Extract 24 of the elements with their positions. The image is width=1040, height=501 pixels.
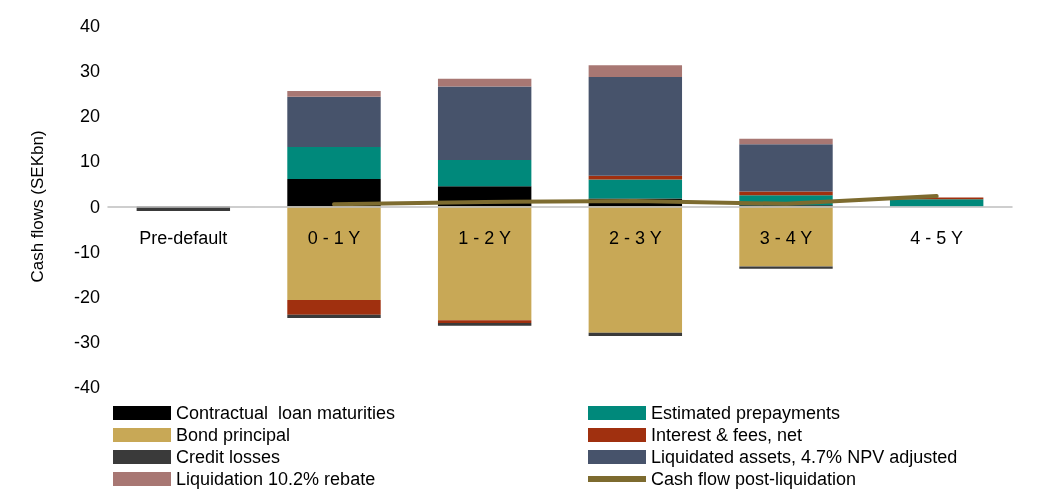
y-tick-label: 0 — [89, 196, 100, 217]
x-tick-label: 4 - 5 Y — [910, 227, 964, 248]
x-tick-label: 3 - 4 Y — [759, 227, 813, 248]
legend-label: Bond principal — [176, 425, 291, 445]
y-tick-label: -30 — [73, 331, 100, 352]
x-tick-label: 1 - 2 Y — [458, 227, 512, 248]
y-tick-label: 10 — [79, 151, 100, 172]
y-tick-label: 20 — [79, 106, 100, 127]
x-tick-label: Pre-default — [139, 227, 228, 248]
legend-label: Estimated prepayments — [651, 403, 841, 423]
y-tick-label: -10 — [73, 241, 100, 262]
legend-label: Cash flow post-liquidation — [651, 469, 857, 489]
legend-label: Credit losses — [176, 447, 281, 467]
x-tick-label: 2 - 3 Y — [608, 227, 662, 248]
y-tick-label: -40 — [73, 377, 100, 397]
legend-label: Interest & fees, net — [651, 425, 803, 445]
legend-label: Contractual loan maturities — [176, 403, 396, 423]
y-tick-label: 30 — [79, 61, 100, 82]
legend-label: Liquidation 10.2% rebate — [176, 469, 376, 489]
x-tick-label: 0 - 1 Y — [307, 227, 361, 248]
y-tick-label: -20 — [73, 286, 100, 307]
legend-label: Liquidated assets, 4.7% NPV adjusted — [651, 447, 958, 467]
y-tick-label: 40 — [79, 16, 100, 36]
y-axis-title: Cash flows (SEKbn) — [28, 130, 47, 283]
